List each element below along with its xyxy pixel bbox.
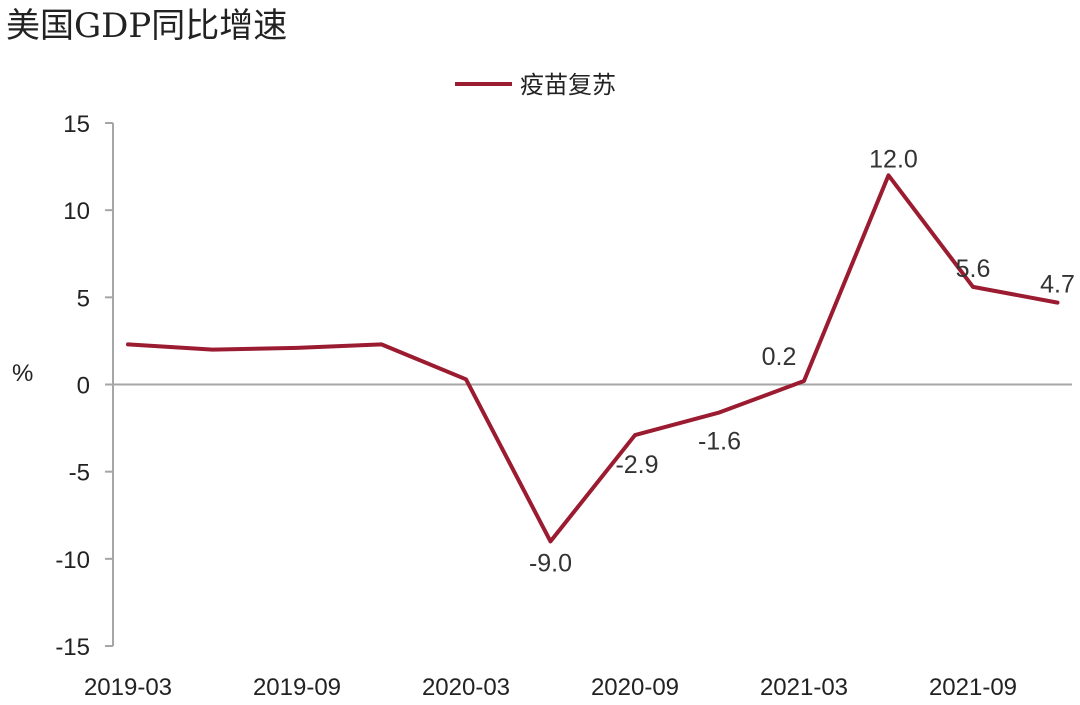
series-line [126,173,1060,544]
x-tick-label: 2021-03 [760,674,848,701]
data-label: 4.7 [1040,271,1075,299]
data-label: -1.6 [698,427,741,455]
y-tick-label: 10 [63,198,90,225]
data-labels: -9.0 -2.9 -1.6 0.2 12.0 5.6 4.7 [529,145,1075,577]
data-label: -9.0 [529,549,572,577]
data-label: 5.6 [956,255,991,283]
x-tick-label: 2019-09 [253,674,341,701]
chart-title: 美国GDP同比增速 [6,6,287,46]
y-tick-label: -5 [69,460,90,487]
x-tick-label: 2021-09 [929,674,1017,701]
data-label: 12.0 [869,145,918,173]
y-tick-label: 0 [77,373,90,400]
x-tick-label: 2019-03 [84,674,172,701]
data-label: 0.2 [762,343,797,371]
y-tick-label: -10 [55,547,90,574]
axes: 15 10 5 0 -5 -10 -15 2019-03 2019-09 2020-03 2020-… [55,111,1072,701]
y-tick-label: -15 [55,634,90,661]
y-axis-label: % [12,360,33,387]
x-tick-label: 2020-03 [422,674,510,701]
x-tick-label: 2020-09 [591,674,679,701]
legend-label: 疫苗复苏 [520,71,616,99]
y-tick-label: 15 [63,111,90,138]
series-layer [126,173,1060,544]
data-label: -2.9 [615,451,658,479]
y-tick-label: 5 [77,285,90,312]
legend: 疫苗复苏 [455,71,616,99]
